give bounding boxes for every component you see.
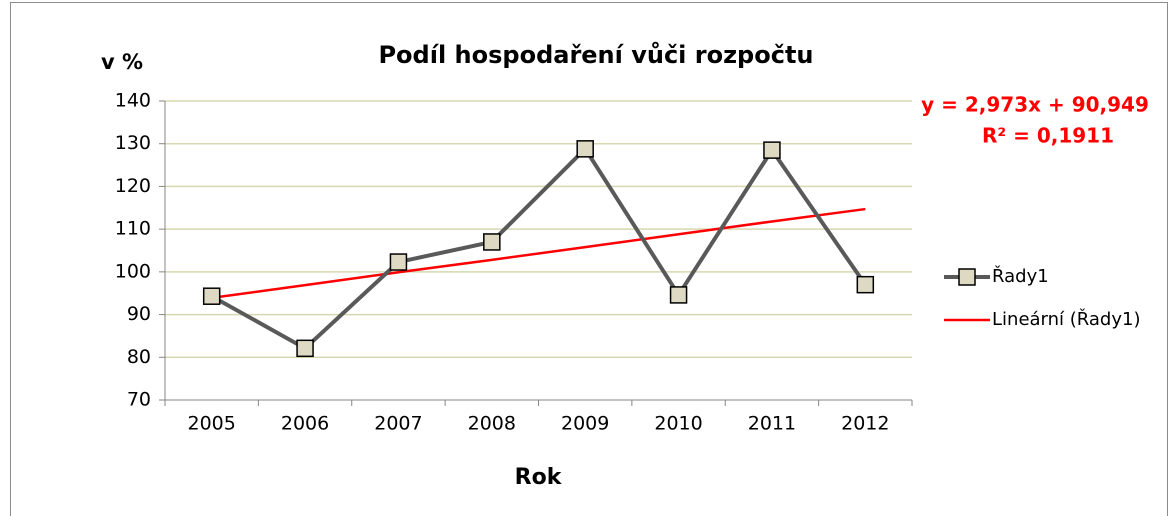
- chart-border: [10, 2, 1168, 516]
- marker: [669, 286, 688, 304]
- legend-label: Řady1: [992, 265, 1049, 287]
- trend-r-squared: R² = 0,1911: [982, 124, 1114, 148]
- marker: [576, 140, 594, 158]
- legend-marker: [958, 268, 976, 286]
- y-tick-label: 100: [115, 260, 151, 282]
- x-tick-label: 2012: [841, 413, 889, 435]
- y-tick-label: 120: [115, 175, 151, 197]
- x-axis-label: Rok: [515, 465, 563, 490]
- marker: [389, 253, 408, 271]
- legend-label: Lineární (Řady1): [992, 308, 1140, 330]
- x-tick-label: 2011: [748, 413, 796, 435]
- y-tick-label: 140: [115, 90, 151, 112]
- marker: [763, 141, 781, 159]
- trend-equation: y = 2,973x + 90,949: [921, 93, 1149, 117]
- x-tick-label: 2010: [654, 413, 702, 435]
- marker: [202, 287, 221, 305]
- y-tick-label: 130: [115, 132, 151, 154]
- trend-line: [211, 207, 866, 300]
- x-tick-label: 2009: [561, 413, 609, 435]
- x-tick-label: 2005: [188, 413, 236, 435]
- chart-title: Podíl hospodaření vůči rozpočtu: [378, 41, 813, 69]
- y-tick-label: 110: [115, 218, 151, 240]
- marker: [296, 339, 314, 358]
- series-line: [210, 145, 867, 351]
- marker: [856, 275, 875, 294]
- x-tick-label: 2007: [374, 413, 422, 435]
- y-axis-label: v %: [101, 50, 143, 74]
- marker: [483, 233, 501, 251]
- y-tick-label: 70: [127, 389, 151, 411]
- y-tick-label: 90: [127, 303, 151, 325]
- x-tick-label: 2008: [468, 413, 516, 435]
- x-tick-label: 2006: [281, 413, 329, 435]
- y-tick-label: 80: [127, 346, 151, 368]
